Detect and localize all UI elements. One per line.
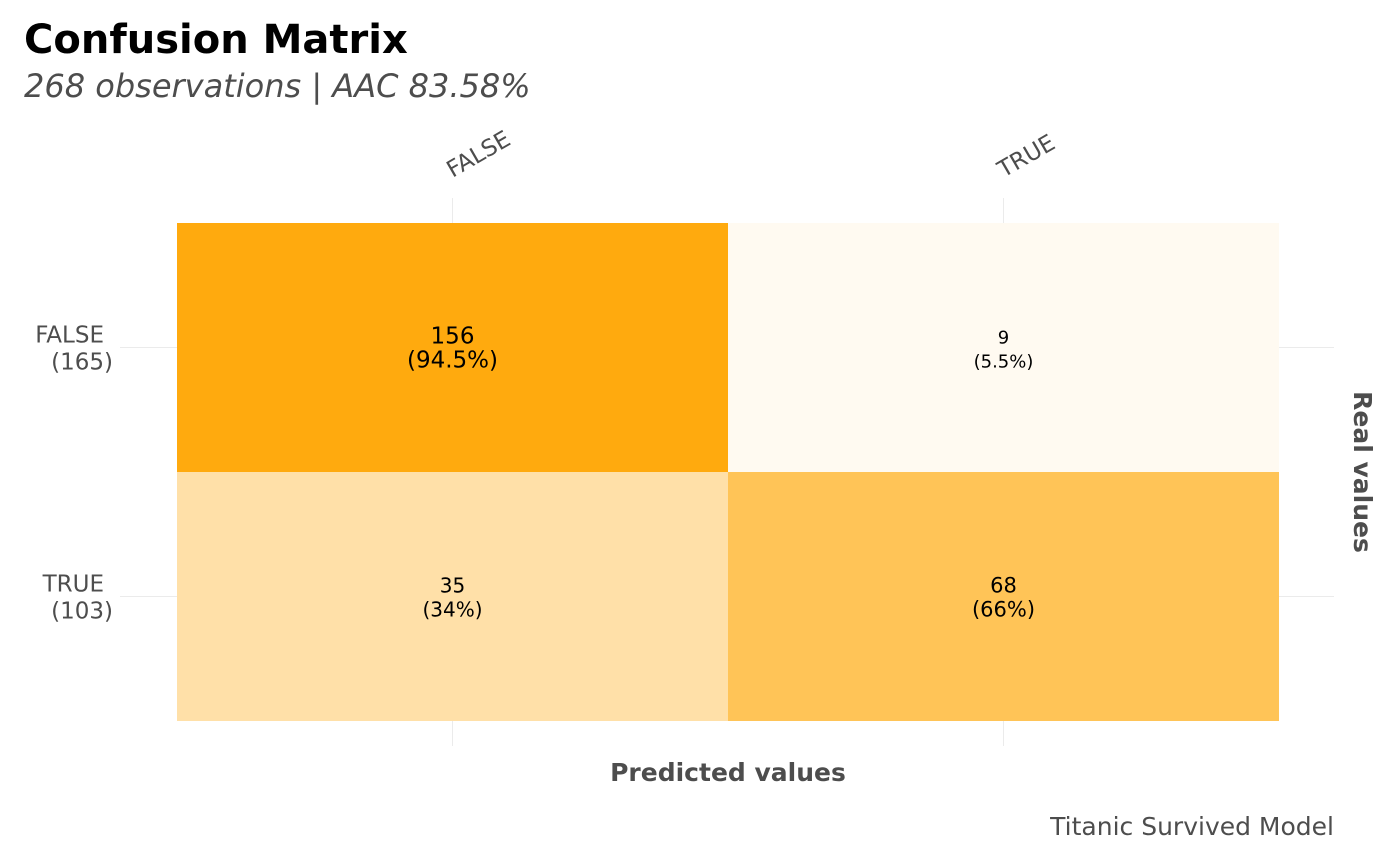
y-axis-title: Real values [1348,391,1377,553]
heatmap-cell [177,223,728,472]
y-tick-total: (165) [51,350,113,376]
x-tick-label: FALSE [443,126,516,183]
y-tick-total: (103) [51,599,113,625]
y-tick-label: TRUE [42,572,104,598]
chart-caption: Titanic Survived Model [1049,812,1334,841]
cell-count-label: 9 [998,328,1009,349]
cell-percent-label: (94.5%) [407,348,498,374]
cell-percent-label: (66%) [972,598,1035,622]
y-tick-label: FALSE [35,323,104,349]
y-tick-labels: FALSE(165) TRUE(103) [35,323,113,625]
x-tick-labels: FALSE TRUE [443,126,1060,183]
heatmap-cells [177,223,1279,721]
cell-count-label: 68 [990,574,1017,598]
heatmap-cell [177,472,728,721]
chart-title: Confusion Matrix [24,17,408,63]
cell-count-label: 156 [431,324,475,350]
cell-percent-label: (34%) [422,598,482,622]
heatmap-cell [728,472,1279,721]
chart-subtitle: 268 observations | AAC 83.58% [24,67,531,105]
cell-labels: 156(94.5%) 9 (5.5%) 35(34%) 68(66%) [407,324,1035,622]
x-axis-title: Predicted values [610,758,846,787]
heatmap-cell [728,223,1279,472]
x-tick-label: TRUE [993,130,1060,184]
cell-percent-label: (5.5%) [974,352,1034,373]
cell-count-label: 35 [440,574,465,598]
